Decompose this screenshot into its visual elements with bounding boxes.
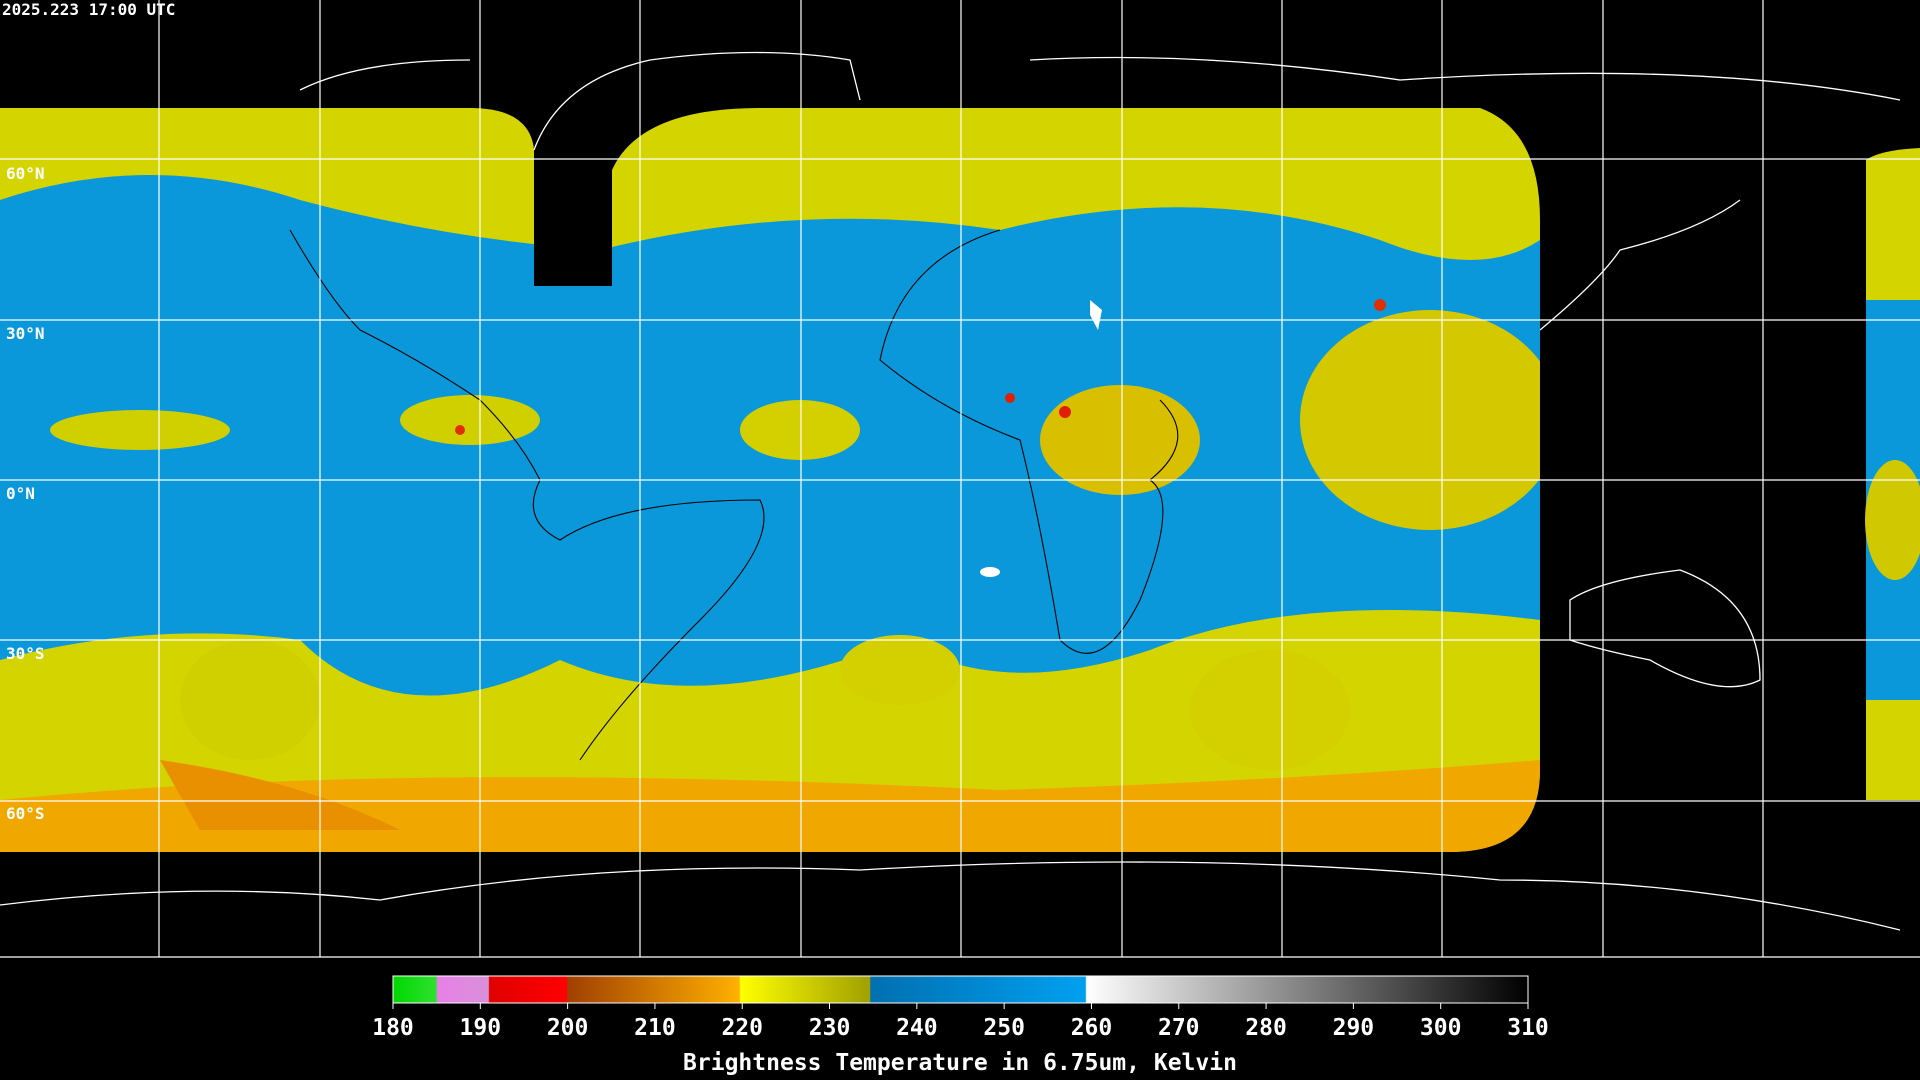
- colorbar-title: Brightness Temperature in 6.75um, Kelvin: [683, 1050, 1237, 1076]
- colorbar-tick-label: 260: [1071, 1015, 1113, 1041]
- timestamp: 2025.223 17:00 UTC: [2, 0, 175, 19]
- lat-label: 30°S: [6, 644, 45, 663]
- colorbar-tick-label: 220: [721, 1015, 763, 1041]
- colorbar-tick-label: 200: [547, 1015, 589, 1041]
- colorbar-tick-label: 230: [809, 1015, 851, 1041]
- colorbar-tick-label: 270: [1158, 1015, 1200, 1041]
- lat-label: 0°N: [6, 484, 35, 503]
- colorbar-tick-label: 300: [1420, 1015, 1462, 1041]
- colorbar-tick-label: 250: [983, 1015, 1025, 1041]
- graticule: [0, 0, 1920, 958]
- lat-label: 30°N: [6, 324, 45, 343]
- colorbar-tick-label: 240: [896, 1015, 938, 1041]
- colorbar-tick-label: 310: [1507, 1015, 1549, 1041]
- lat-label: 60°S: [6, 804, 45, 823]
- coastlines: [0, 51, 1901, 931]
- colorbar: [392, 975, 1529, 1004]
- imagery-right: [1865, 148, 1920, 800]
- colorbar-tick-label: 290: [1333, 1015, 1375, 1041]
- colorbar-tick-label: 180: [372, 1015, 414, 1041]
- lat-label: 60°N: [6, 164, 45, 183]
- colorbar-tick-label: 190: [460, 1015, 502, 1041]
- colorbar-tick-label: 210: [634, 1015, 676, 1041]
- colorbar-tick-label: 280: [1245, 1015, 1287, 1041]
